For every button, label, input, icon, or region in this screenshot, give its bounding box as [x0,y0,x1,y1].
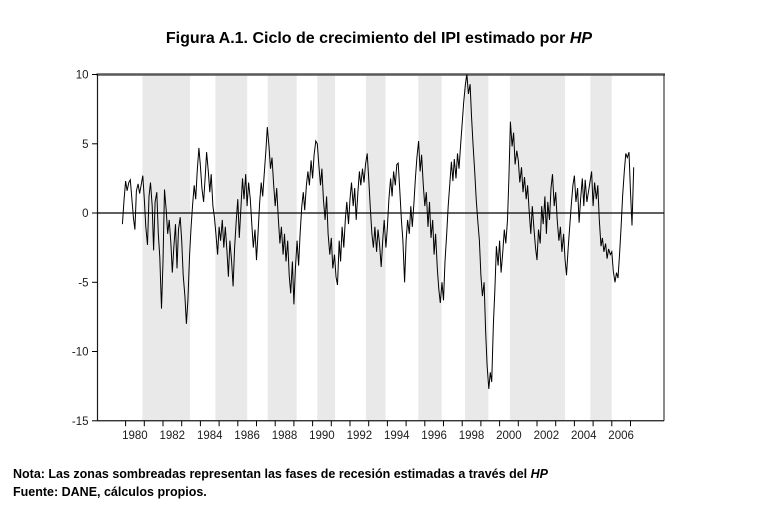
recession-bands [142,74,612,421]
recession-band [418,74,442,421]
footer-note-hp: HP [530,467,548,481]
x-tick-label: 1992 [347,430,373,442]
recession-band [142,74,191,421]
figure-footer: Nota: Las zonas sombreadas representan l… [13,466,753,501]
y-tick-label: 0 [82,208,88,220]
y-tick-label: -5 [78,277,88,289]
x-tick-label: 1998 [459,430,485,442]
x-tick-label: 1986 [234,430,260,442]
y-tick-label: -15 [72,416,89,428]
x-tick-label: 1990 [309,430,335,442]
x-tick-label: 1994 [384,430,410,442]
figure-title-text: Figura A.1. Ciclo de crecimiento del IPI… [165,30,570,47]
x-tick-label: 1980 [122,430,148,442]
plot-frame [96,73,665,422]
x-axis: 1980 1982 1984 1986 1988 1990 1992 1994 1996 1998… [122,420,634,442]
x-tick-label: 2002 [534,430,560,442]
x-tick-label: 1996 [421,430,447,442]
recession-band [317,74,336,421]
footer-source: Fuente: DANE, cálculos propios. [13,484,207,499]
y-tick-label: -10 [72,347,89,359]
y-tick-label: 5 [82,139,88,151]
x-tick-label: 1988 [272,430,298,442]
figure-title-hp: HP [569,30,593,47]
y-tick-label: 10 [76,70,89,82]
footer-note-text: Nota: Las zonas sombreadas representan l… [13,467,531,481]
x-tick-label: 2000 [496,430,522,442]
footer-note: Nota: Las zonas sombreadas representan l… [13,466,753,484]
ipi-cycle-line [121,74,635,389]
x-tick-label: 2006 [608,430,634,442]
x-tick-label: 2004 [571,430,597,442]
recession-band [215,74,248,421]
x-tick-label: 1982 [160,430,186,442]
x-tick-label: 1984 [197,430,223,442]
y-axis: 10 5 0 -5 -10 -15 [72,70,98,428]
recession-band [365,74,386,421]
recession-band [590,74,612,421]
figure-title: Figura A.1. Ciclo de crecimiento del IPI… [0,30,758,48]
recession-band [465,74,489,421]
